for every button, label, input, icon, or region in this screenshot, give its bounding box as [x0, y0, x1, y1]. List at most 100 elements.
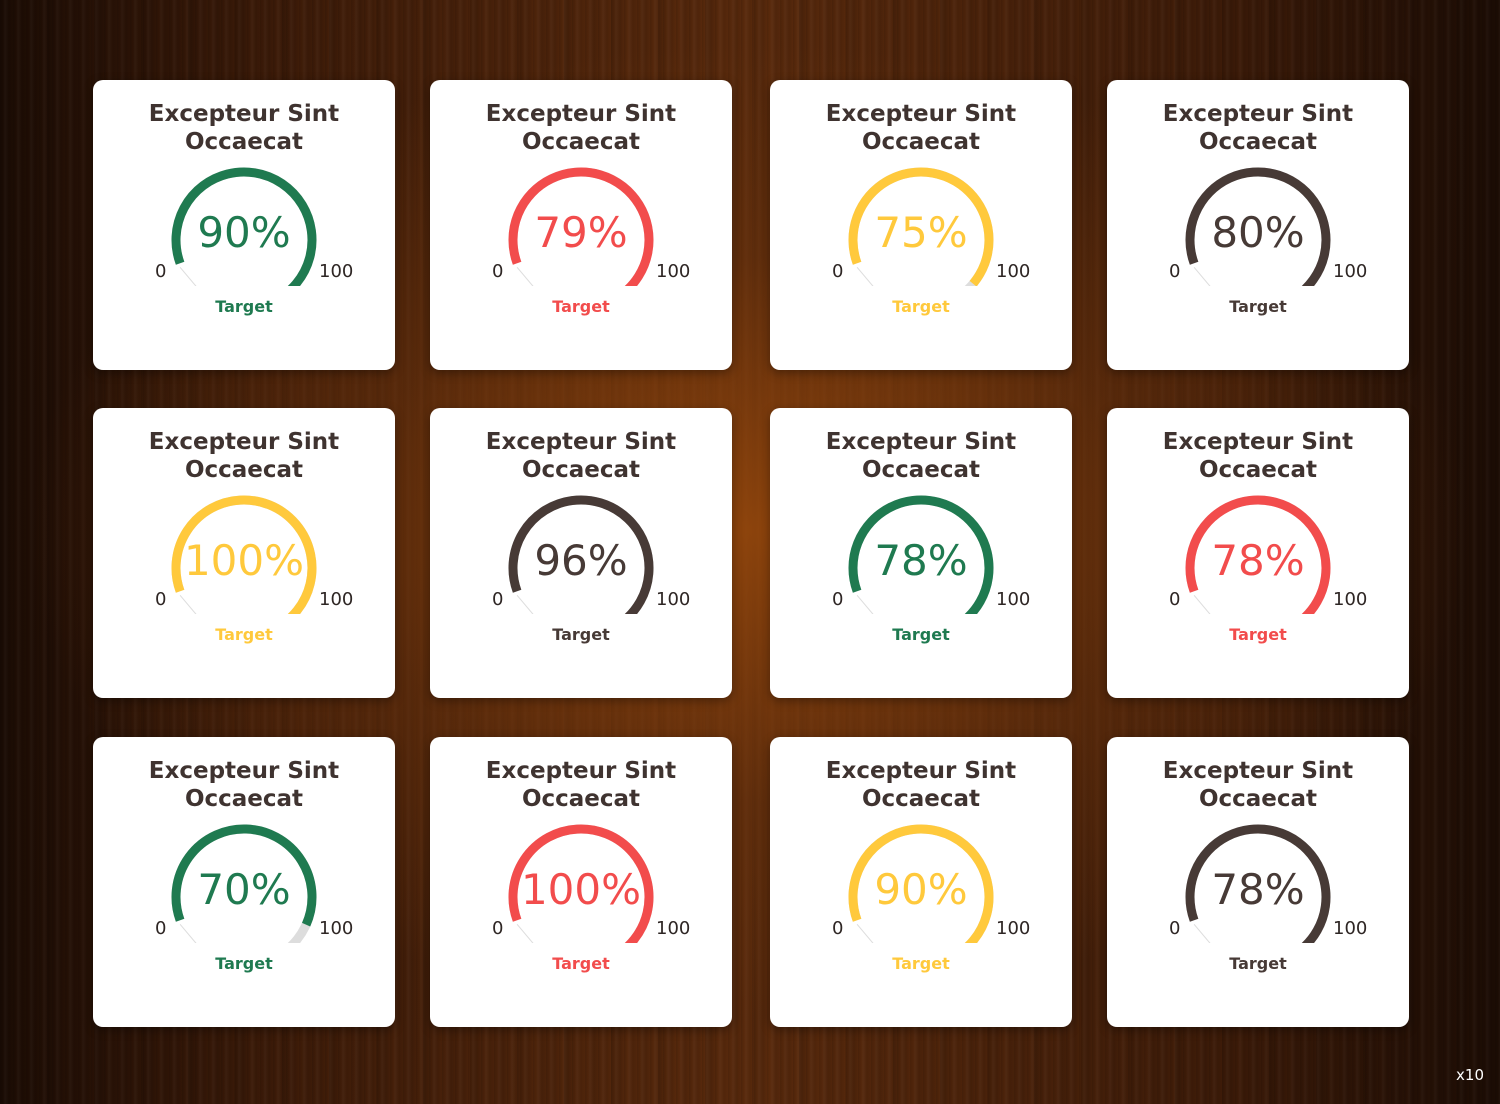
gauge-card: Excepteur Sint Occaecat 78% 0 100 Target — [770, 408, 1072, 698]
scale-min: 0 — [832, 261, 844, 282]
gauge-card: Excepteur Sint Occaecat 90% 0 100 Target — [93, 80, 395, 370]
gauge-fill — [508, 495, 654, 614]
gauge-card: Excepteur Sint Occaecat 78% 0 100 Target — [1107, 408, 1409, 698]
card-title: Excepteur Sint Occaecat — [825, 429, 1017, 483]
scale-min: 0 — [492, 589, 504, 610]
target-label: Target — [1229, 297, 1287, 316]
card-title: Excepteur Sint Occaecat — [485, 429, 677, 483]
gauge-value: 78% — [874, 536, 968, 585]
gauge-fill — [848, 495, 994, 614]
gauge: 70% — [149, 817, 339, 943]
scale-min: 0 — [492, 918, 504, 939]
gauge-arc — [1185, 495, 1331, 614]
gauge-baseline — [1193, 266, 1211, 286]
gauge-value: 100% — [183, 536, 305, 585]
gauge: 90% — [826, 817, 1016, 943]
card-title: Excepteur Sint Occaecat — [148, 101, 340, 155]
scale-max: 100 — [996, 261, 1031, 282]
gauge-card: Excepteur Sint Occaecat 79% 0 100 Target — [430, 80, 732, 370]
target-label: Target — [215, 625, 273, 644]
card-title: Excepteur Sint Occaecat — [1162, 429, 1354, 483]
gauge-baseline — [1193, 594, 1211, 614]
scale-min: 0 — [1169, 261, 1181, 282]
card-title: Excepteur Sint Occaecat — [825, 758, 1017, 812]
scale-min: 0 — [1169, 589, 1181, 610]
gauge-arc — [508, 167, 654, 286]
gauge-value: 78% — [1211, 536, 1305, 585]
gauge-baseline — [856, 266, 874, 286]
scale-min: 0 — [155, 261, 167, 282]
gauge: 80% — [1163, 160, 1353, 286]
gauge: 90% — [149, 160, 339, 286]
gauge: 78% — [1163, 817, 1353, 943]
gauge-card: Excepteur Sint Occaecat 75% 0 100 Target — [770, 80, 1072, 370]
gauge-fill — [171, 167, 317, 286]
gauge: 96% — [486, 488, 676, 614]
gauge-card: Excepteur Sint Occaecat 70% 0 100 Target — [93, 737, 395, 1027]
scale-max: 100 — [656, 261, 691, 282]
gauge: 75% — [826, 160, 1016, 286]
gauge-value: 75% — [874, 208, 968, 257]
scale-min: 0 — [832, 918, 844, 939]
scale-min: 0 — [1169, 918, 1181, 939]
gauge-fill — [171, 495, 317, 614]
gauge-baseline — [516, 923, 534, 943]
card-title: Excepteur Sint Occaecat — [485, 101, 677, 155]
gauge-card: Excepteur Sint Occaecat 96% 0 100 Target — [430, 408, 732, 698]
target-label: Target — [552, 297, 610, 316]
gauge-fill — [508, 167, 654, 286]
gauge-value: 90% — [197, 208, 291, 257]
gauge-value: 80% — [1211, 208, 1305, 257]
card-title: Excepteur Sint Occaecat — [148, 758, 340, 812]
gauge-fill — [1185, 167, 1331, 286]
card-title: Excepteur Sint Occaecat — [148, 429, 340, 483]
gauge-card: Excepteur Sint Occaecat 80% 0 100 Target — [1107, 80, 1409, 370]
gauge-fill — [1185, 495, 1331, 614]
gauge-card: Excepteur Sint Occaecat 90% 0 100 Target — [770, 737, 1072, 1027]
scale-min: 0 — [832, 589, 844, 610]
gauge-value: 79% — [534, 208, 628, 257]
scale-max: 100 — [319, 589, 354, 610]
gauge-card: Excepteur Sint Occaecat 100% 0 100 Targe… — [93, 408, 395, 698]
gauge-arc — [848, 495, 994, 614]
card-title: Excepteur Sint Occaecat — [1162, 758, 1354, 812]
gauge-arc — [1185, 167, 1331, 286]
card-title: Excepteur Sint Occaecat — [825, 101, 1017, 155]
target-label: Target — [892, 297, 950, 316]
target-label: Target — [552, 625, 610, 644]
gauge-arc — [1185, 824, 1331, 943]
target-label: Target — [1229, 625, 1287, 644]
gauge: 78% — [826, 488, 1016, 614]
gauge-arc — [171, 495, 317, 614]
gauge-fill — [171, 824, 317, 927]
gauge-baseline — [179, 594, 197, 614]
gauge-fill — [508, 824, 654, 943]
gauge: 78% — [1163, 488, 1353, 614]
card-title: Excepteur Sint Occaecat — [1162, 101, 1354, 155]
scale-min: 0 — [155, 589, 167, 610]
target-label: Target — [215, 297, 273, 316]
scale-min: 0 — [155, 918, 167, 939]
gauge-baseline — [179, 923, 197, 943]
gauge-value: 100% — [520, 865, 642, 914]
corner-note: x10 — [1456, 1066, 1484, 1084]
scale-max: 100 — [1333, 918, 1368, 939]
gauge-arc — [508, 495, 654, 614]
gauge-value: 96% — [534, 536, 628, 585]
gauge: 79% — [486, 160, 676, 286]
target-label: Target — [552, 954, 610, 973]
gauge-fill — [848, 824, 994, 943]
gauge-baseline — [516, 266, 534, 286]
scale-max: 100 — [319, 918, 354, 939]
scale-max: 100 — [656, 589, 691, 610]
gauge-baseline — [1193, 923, 1211, 943]
scale-max: 100 — [996, 589, 1031, 610]
gauge: 100% — [149, 488, 339, 614]
gauge-fill — [848, 167, 994, 286]
gauge-baseline — [856, 594, 874, 614]
gauge-arc — [171, 167, 317, 286]
gauge-arc — [848, 824, 994, 943]
gauge-value: 78% — [1211, 865, 1305, 914]
scale-max: 100 — [656, 918, 691, 939]
